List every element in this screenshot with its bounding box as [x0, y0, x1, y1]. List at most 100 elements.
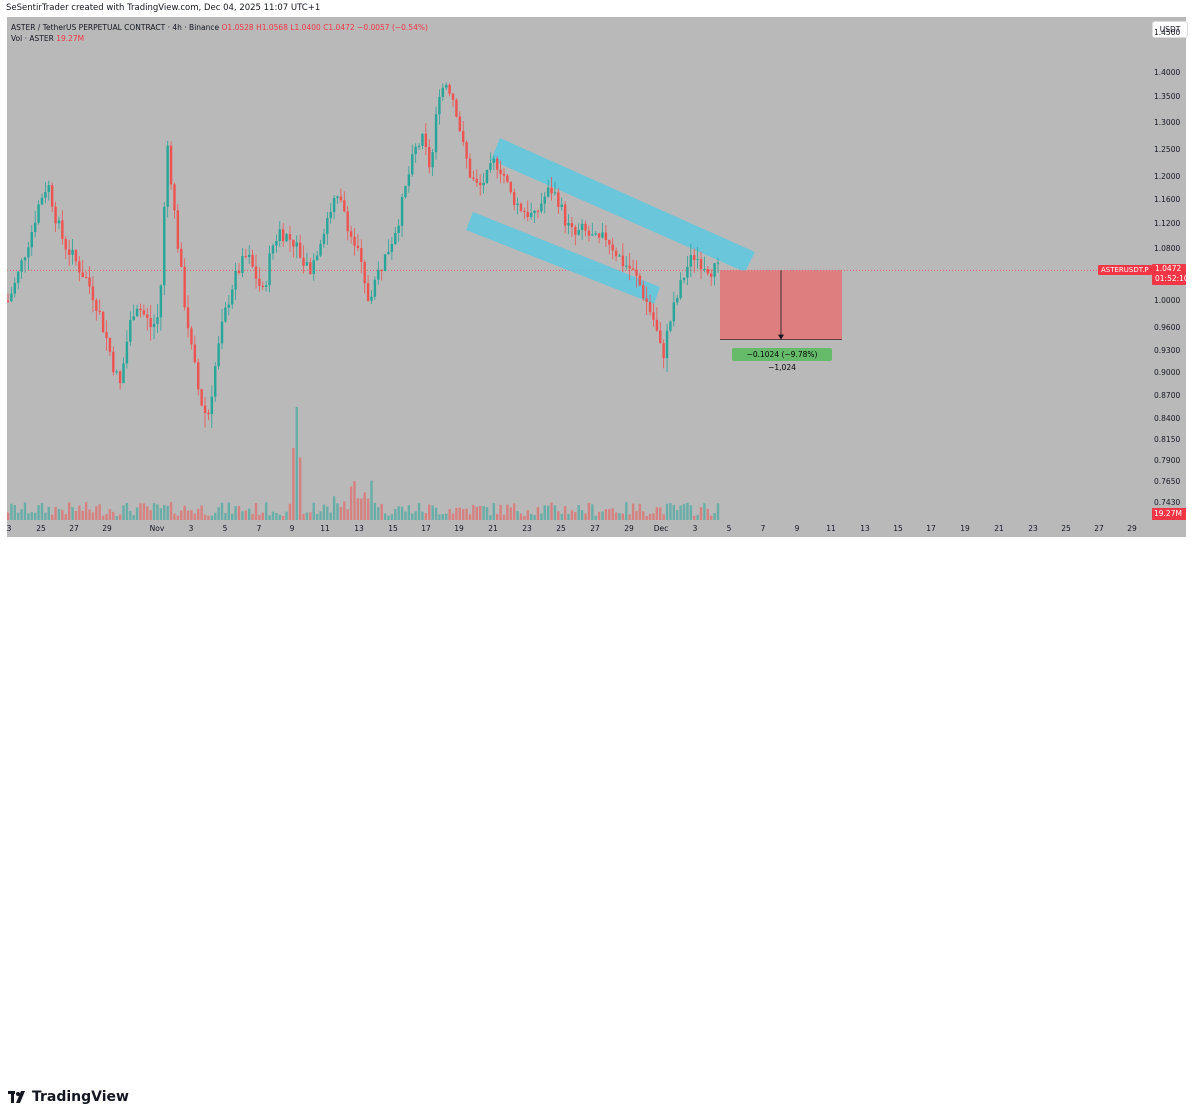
- y-tick-label: 0.9000: [1154, 368, 1181, 377]
- volume-bar: [329, 512, 332, 520]
- volume-bar: [288, 503, 292, 520]
- volume-label: Vol · ASTER: [11, 34, 54, 43]
- candle-body: [44, 191, 47, 198]
- candle-body: [129, 319, 132, 342]
- candle-body: [241, 256, 244, 273]
- candle-body: [509, 181, 512, 193]
- volume-bar: [64, 514, 67, 520]
- ohlc-change: −0.0057 (−0.54%): [357, 23, 428, 32]
- volume-bar: [570, 510, 574, 520]
- volume-bar: [682, 503, 686, 520]
- volume-bar: [676, 510, 679, 520]
- volume-bar: [10, 503, 13, 520]
- candle-body: [672, 302, 676, 322]
- volume-bar: [499, 504, 502, 520]
- x-tick-label: 15: [893, 524, 903, 533]
- candle-body: [7, 301, 10, 302]
- volume-legend: Vol · ASTER 19.27M: [11, 34, 84, 43]
- volume-bar: [360, 498, 363, 520]
- candle-body: [156, 317, 159, 324]
- volume-bar: [502, 514, 506, 520]
- volume-bar: [241, 511, 244, 520]
- price-plot[interactable]: [7, 17, 1147, 520]
- currency-button[interactable]: USDT: [1152, 21, 1188, 38]
- x-tick-label: 25: [556, 524, 566, 533]
- candle-body: [13, 282, 16, 294]
- volume-bar: [101, 515, 105, 520]
- y-tick-label: 0.7650: [1154, 477, 1181, 486]
- volume-bar: [655, 507, 659, 520]
- candle-body: [27, 247, 30, 258]
- volume-bar: [326, 506, 329, 520]
- candle-body: [584, 223, 587, 231]
- chart-area[interactable]: [7, 17, 1186, 537]
- candle-body: [183, 266, 186, 308]
- volume-bar: [135, 507, 139, 520]
- volume-bar: [319, 511, 322, 520]
- candle-body: [676, 298, 679, 303]
- volume-bar: [645, 515, 648, 520]
- channel-band-1: [491, 138, 755, 272]
- volume-bar: [220, 502, 224, 520]
- candle-body: [54, 206, 57, 224]
- candle-body: [105, 332, 108, 339]
- volume-bar: [214, 512, 217, 520]
- volume-bar: [139, 503, 142, 520]
- volume-bar: [373, 502, 377, 520]
- volume-bar: [387, 515, 390, 520]
- volume-bar: [604, 509, 608, 520]
- candle-body: [689, 255, 693, 267]
- candle-body: [220, 321, 224, 344]
- y-tick-label: 0.7430: [1154, 498, 1181, 507]
- volume-bar: [183, 505, 186, 520]
- candle-body: [495, 158, 499, 170]
- candle-body: [258, 278, 261, 286]
- candle-body: [458, 116, 462, 132]
- volume-bar: [621, 513, 625, 520]
- volume-bar: [495, 514, 499, 520]
- candle-body: [231, 289, 234, 305]
- candle-body: [315, 255, 319, 261]
- volume-bar: [448, 509, 451, 520]
- volume-bar: [57, 509, 61, 520]
- volume-bar: [414, 511, 417, 520]
- candle-body: [407, 174, 411, 186]
- candle-body: [628, 265, 631, 269]
- candle-body: [370, 296, 373, 301]
- ohlc-close: C1.0472: [323, 23, 355, 32]
- y-tick-label: 1.1600: [1154, 195, 1181, 204]
- candle-body: [81, 272, 84, 278]
- volume-bar: [251, 514, 254, 520]
- volume-bar: [574, 511, 577, 520]
- volume-bar: [98, 504, 101, 520]
- volume-bar: [186, 510, 190, 520]
- volume-bar: [713, 513, 716, 520]
- volume-bar: [672, 504, 676, 520]
- volume-bar: [550, 502, 553, 520]
- volume-bar: [614, 512, 618, 520]
- volume-bar: [686, 502, 689, 520]
- volume-bar: [536, 507, 540, 520]
- x-tick-label: 11: [826, 524, 836, 533]
- volume-bar: [258, 514, 261, 520]
- candle-body: [526, 211, 529, 218]
- volume-bar: [407, 505, 411, 520]
- x-tick-label: 17: [421, 524, 431, 533]
- candle-body: [468, 158, 472, 178]
- candle-body: [326, 218, 329, 234]
- candle-body: [295, 242, 298, 247]
- candle-body: [638, 275, 642, 286]
- candle-body: [710, 273, 713, 277]
- volume-bar: [577, 505, 580, 520]
- volume-bar: [631, 503, 635, 520]
- volume-bar: [210, 515, 214, 520]
- candle-body: [648, 301, 652, 313]
- candle-body: [428, 147, 431, 168]
- x-tick-label: 15: [388, 524, 398, 533]
- volume-bar: [421, 511, 424, 520]
- last-price: 1.0472: [1155, 264, 1182, 273]
- candle-body: [309, 262, 312, 274]
- candle-body: [190, 328, 193, 345]
- volume-bar: [462, 508, 465, 520]
- volume-bar: [492, 503, 495, 520]
